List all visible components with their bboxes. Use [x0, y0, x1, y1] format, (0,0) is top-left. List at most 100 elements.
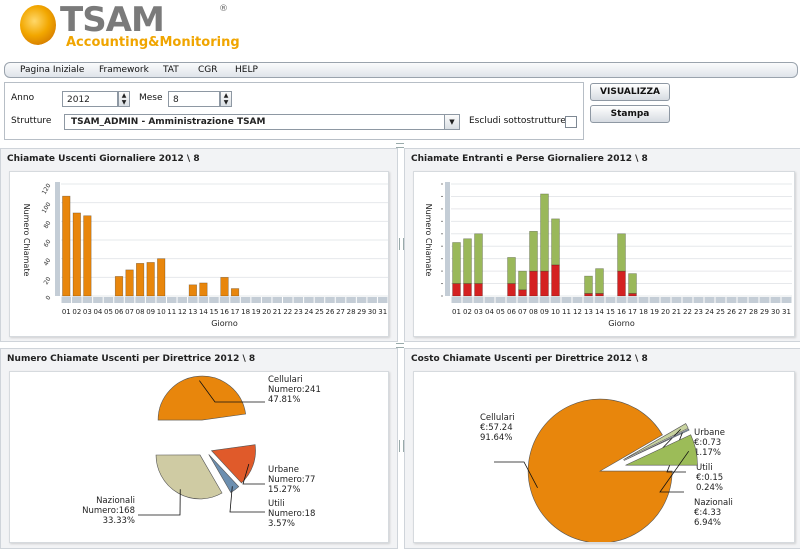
- bar: [628, 293, 637, 297]
- mese-label: Mese: [139, 93, 163, 103]
- bar: [518, 270, 527, 291]
- dropdown-arrow-icon[interactable]: ▼: [444, 115, 459, 129]
- x-axis-strip: [693, 297, 704, 303]
- panel-costo-direttrice: Costo Chiamate Uscenti per Direttrice 20…: [404, 348, 800, 549]
- slice-value: €:0.73: [694, 438, 721, 448]
- x-tick-label: 13: [584, 308, 593, 316]
- x-tick-label: 31: [378, 308, 387, 316]
- anno-stepper[interactable]: ▲ ▼: [118, 91, 130, 107]
- mese-field[interactable]: 8: [168, 91, 220, 107]
- visualizza-button[interactable]: VISUALIZZA: [590, 83, 670, 101]
- chart-area: Numero Chiamate 01 02 03 04 05 06 07 08 09 10 11 12 1…: [413, 171, 795, 337]
- x-tick-label: 09: [146, 308, 155, 316]
- pie-slice: [623, 423, 689, 460]
- menu-item-tat[interactable]: TAT: [163, 65, 179, 75]
- bar: [452, 242, 461, 284]
- x-axis-strip: [737, 297, 748, 303]
- bar: [62, 195, 71, 297]
- x-axis-strip: [770, 297, 781, 303]
- x-axis-strip: [230, 297, 240, 303]
- x-tick-label: 07: [518, 308, 527, 316]
- up-arrow-icon[interactable]: ▲: [223, 92, 229, 99]
- x-tick-label: 03: [83, 308, 92, 316]
- splitter-handle[interactable]: [396, 343, 404, 348]
- x-tick-label: 14: [595, 308, 604, 316]
- x-tick-label: 27: [738, 308, 747, 316]
- bar: [617, 233, 626, 272]
- x-axis-strip: [209, 297, 219, 303]
- y-tick-label: 100: [41, 201, 53, 215]
- x-axis-strip: [82, 297, 93, 303]
- slice-label: Nazionali: [694, 498, 733, 508]
- menu-item-cgr[interactable]: CGR: [198, 65, 218, 75]
- x-axis-strip: [166, 297, 177, 303]
- leader-line: [199, 380, 265, 403]
- menu-item-pagina-iniziale[interactable]: Pagina Iniziale: [20, 65, 85, 75]
- splitter-handle[interactable]: [399, 238, 404, 250]
- bar: [188, 284, 197, 297]
- x-axis-strip: [325, 297, 335, 303]
- x-tick-label: 04: [93, 308, 102, 316]
- bar: [230, 288, 240, 297]
- x-axis-strip: [304, 297, 314, 303]
- panel-numero-direttrice: Numero Chiamate Uscenti per Direttrice 2…: [0, 348, 398, 549]
- down-arrow-icon[interactable]: ▼: [121, 99, 127, 106]
- x-tick-label: 29: [357, 308, 366, 316]
- anno-field[interactable]: 2012: [62, 91, 118, 107]
- bar: [72, 212, 81, 297]
- splitter-handle[interactable]: [399, 440, 404, 452]
- splitter-handle[interactable]: [396, 143, 404, 148]
- bar: [595, 268, 604, 294]
- x-tick-label: 20: [661, 308, 670, 316]
- pie-slice: [210, 444, 256, 484]
- bar: [146, 262, 155, 297]
- x-axis-strip: [671, 297, 682, 303]
- menu-item-help[interactable]: HELP: [235, 65, 258, 75]
- pie-slice: [625, 434, 698, 466]
- x-axis-strip: [356, 297, 367, 303]
- x-axis-strip: [177, 297, 188, 303]
- y-axis-label: Numero Chiamate: [424, 204, 433, 277]
- anno-label: Anno: [11, 93, 35, 103]
- menu-item-framework[interactable]: Framework: [99, 65, 149, 75]
- registered-mark: ®: [219, 4, 228, 14]
- x-tick-label: 02: [72, 308, 81, 316]
- stampa-button[interactable]: Stampa: [590, 105, 670, 123]
- y-tick-label: 0: [44, 294, 52, 301]
- filter-panel: Anno 2012 ▲ ▼ Mese 8 ▲ ▼ Strutture TSAM_AD…: [4, 82, 584, 140]
- x-axis-strip: [251, 297, 261, 303]
- bar: [220, 277, 229, 297]
- x-tick-label: 25: [716, 308, 725, 316]
- bar: [474, 233, 483, 284]
- x-tick-label: 03: [474, 308, 483, 316]
- slice-percent: 15.27%: [268, 485, 300, 495]
- x-axis-strip: [240, 297, 251, 303]
- escludi-checkbox[interactable]: [565, 116, 577, 128]
- x-axis-strip: [704, 297, 715, 303]
- x-axis-strip: [145, 297, 156, 303]
- leader-line: [659, 450, 690, 493]
- x-tick-label: 16: [617, 308, 626, 316]
- bar: [628, 273, 637, 294]
- x-axis-strip: [335, 297, 346, 303]
- x-axis-strip: [759, 297, 770, 303]
- x-tick-label: 02: [463, 308, 472, 316]
- x-axis-strip: [156, 297, 166, 303]
- x-tick-label: 01: [62, 308, 71, 316]
- up-arrow-icon[interactable]: ▲: [121, 92, 127, 99]
- y-tick-label: 80: [43, 220, 53, 230]
- chart-area: 0 20 40 60 80 100 120 Numero Chiamate 01 02 03 04 05…: [9, 171, 389, 337]
- x-axis-strip: [135, 297, 145, 303]
- down-arrow-icon[interactable]: ▼: [223, 99, 229, 106]
- slice-percent: 0.24%: [696, 483, 723, 493]
- mese-stepper[interactable]: ▲ ▼: [220, 91, 232, 107]
- x-tick-label: 23: [294, 308, 303, 316]
- slice-value: €:57.24: [480, 423, 513, 433]
- x-axis-strip: [261, 297, 272, 303]
- bar: [540, 270, 549, 297]
- strutture-select[interactable]: TSAM_ADMIN - Amministrazione TSAM ▼: [64, 114, 460, 130]
- strutture-value: TSAM_ADMIN - Amministrazione TSAM: [71, 117, 266, 127]
- x-axis-strip: [484, 297, 495, 303]
- x-tick-label: 14: [199, 308, 208, 316]
